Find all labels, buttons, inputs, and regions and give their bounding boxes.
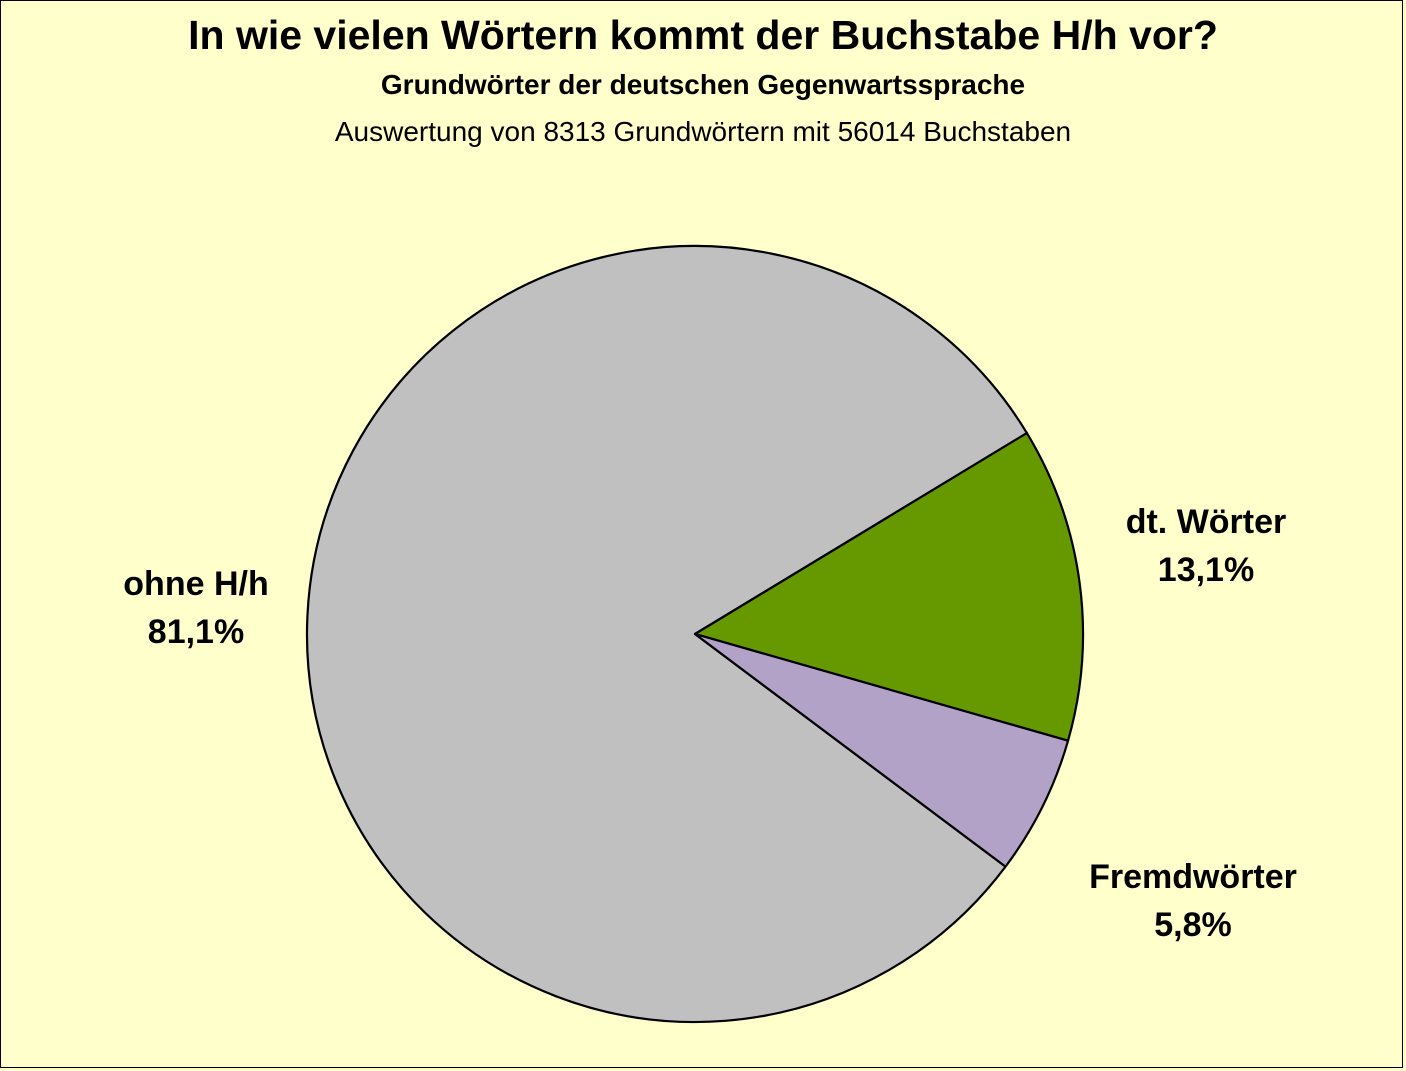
chart-title: In wie vielen Wörtern kommt der Buchstab… (188, 12, 1218, 58)
pie-slice-3 (693, 632, 1070, 868)
slice-name-label: dt. Wörter (1126, 503, 1287, 541)
slice-value-label: 13,1% (1158, 551, 1254, 589)
pie-labels: ohne H/h 81,1% dt. Wörter 13,1% Fremdwörter 5… (123, 503, 1297, 944)
slice-name-label: Fremdwörter (1089, 858, 1297, 896)
pie-slices (305, 244, 1085, 1024)
slice-name-label: ohne H/h (123, 565, 268, 603)
pie-slice-2 (693, 431, 1085, 742)
slice-value-label: 81,1% (148, 613, 244, 651)
slice-value-label: 5,8% (1154, 906, 1232, 944)
chart-note: Auswertung von 8313 Grundwörtern mit 560… (334, 116, 1072, 147)
pie-slice-1 (305, 244, 1028, 1024)
chart-subtitle: Grundwörter der deutschen Gegenwartsspra… (380, 69, 1026, 100)
